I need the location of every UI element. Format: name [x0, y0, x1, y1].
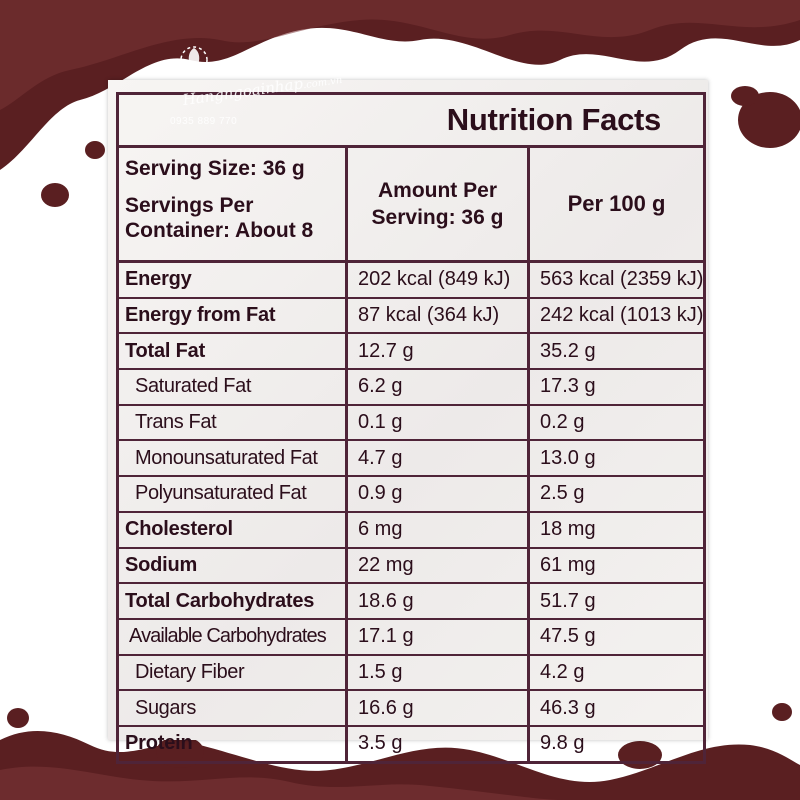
amount-per-serving: 4.7 g — [348, 441, 530, 476]
servings-per-container: Servings Per Container: About 8 — [125, 194, 314, 242]
amount-per-100g: 13.0 g — [540, 446, 596, 469]
amount-per-serving: 6.2 g — [348, 370, 530, 404]
table-row: Monounsaturated Fat 4.7 g 13.0 g — [119, 441, 703, 478]
top-right-chocolate-drop — [738, 92, 800, 148]
amount-per-100g: 0.2 g — [540, 411, 585, 434]
table-row: Energy 202 kcal (849 kJ) 563 kcal (2359 … — [119, 263, 703, 299]
top-right-chocolate-drop-small — [731, 86, 759, 106]
table-row: Energy from Fat 87 kcal (364 kJ) 242 kca… — [119, 298, 703, 335]
nutrient-name: Dietary Fiber — [119, 655, 348, 690]
nutrient-name: Monounsaturated Fat — [119, 441, 348, 476]
nutrient-name: Protein — [119, 726, 348, 761]
store-watermark: Hangngoainhap.com.vn 0935 889 770 — [168, 40, 343, 140]
amount-per-100g: 9.8 g — [540, 732, 585, 755]
nutrient-name: Saturated Fat — [119, 370, 348, 404]
nutrient-name: Cholesterol — [119, 512, 348, 547]
amount-per-serving: 16.6 g — [348, 691, 530, 725]
amount-per-100g: 17.3 g — [540, 375, 596, 398]
serving-info: Serving Size: 36 g Servings Per Containe… — [119, 148, 348, 260]
nutrient-name: Energy — [119, 263, 348, 297]
amount-per-100g: 46.3 g — [540, 696, 596, 719]
amount-per-100g: 47.5 g — [540, 625, 596, 648]
nutrient-name: Available Carbohydrates — [119, 619, 348, 654]
amount-per-serving: 6 mg — [348, 512, 530, 547]
table-row: Sugars 16.6 g 46.3 g — [119, 691, 703, 727]
amount-per-serving: 0.1 g — [348, 405, 530, 440]
nutrient-name: Trans Fat — [119, 405, 348, 440]
table-row: Cholesterol 6 mg 18 mg — [119, 512, 703, 549]
amount-per-serving: 202 kcal (849 kJ) — [348, 263, 530, 297]
nutrition-facts-title: Nutrition Facts — [119, 95, 703, 148]
table-row: Polyunsaturated Fat 0.9 g 2.5 g — [119, 477, 703, 513]
amount-per-serving: 3.5 g — [348, 726, 530, 761]
amount-per-100g: 35.2 g — [540, 339, 596, 362]
table-row: Total Carbohydrates 18.6 g 51.7 g — [119, 584, 703, 620]
amount-per-serving: 22 mg — [348, 548, 530, 583]
amount-per-100g: 4.2 g — [540, 660, 585, 683]
bottom-chocolate-highlight — [0, 766, 560, 800]
nutrient-name: Total Fat — [119, 334, 348, 369]
amount-per-serving: 1.5 g — [348, 655, 530, 690]
amount-per-100g: 563 kcal (2359 kJ) — [540, 268, 703, 291]
amount-per-serving: 87 kcal (364 kJ) — [348, 298, 530, 333]
table-header-row: Serving Size: 36 g Servings Per Containe… — [119, 148, 703, 263]
nutrient-name: Sodium — [119, 548, 348, 583]
table-row: Protein 3.5 g 9.8 g — [119, 726, 703, 761]
column-header-per-serving: Amount Per Serving: 36 g — [348, 148, 530, 260]
column-header-per-100g: Per 100 g — [567, 191, 666, 216]
table-row: Sodium 22 mg 61 mg — [119, 548, 703, 585]
table-row: Saturated Fat 6.2 g 17.3 g — [119, 370, 703, 406]
nutrient-name: Energy from Fat — [119, 298, 348, 333]
left-chocolate-drop — [41, 183, 69, 207]
bottom-right-chocolate-drop — [772, 703, 792, 721]
nutrient-name: Polyunsaturated Fat — [119, 477, 348, 511]
amount-per-serving: 18.6 g — [348, 584, 530, 618]
top-chocolate-wave — [0, 0, 800, 170]
amount-per-100g: 2.5 g — [540, 482, 585, 505]
nutrition-facts-table: Nutrition Facts Serving Size: 36 g Servi… — [116, 92, 706, 764]
table-row: Available Carbohydrates 17.1 g 47.5 g — [119, 619, 703, 656]
amount-per-100g: 61 mg — [540, 553, 596, 576]
amount-per-serving: 17.1 g — [348, 619, 530, 654]
amount-per-100g: 18 mg — [540, 518, 596, 541]
nutrient-name: Sugars — [119, 691, 348, 725]
table-row: Trans Fat 0.1 g 0.2 g — [119, 405, 703, 442]
table-row: Dietary Fiber 1.5 g 4.2 g — [119, 655, 703, 692]
amount-per-100g: 242 kcal (1013 kJ) — [540, 304, 703, 327]
amount-per-serving: 0.9 g — [348, 477, 530, 511]
left-chocolate-drip — [0, 158, 108, 740]
top-chocolate-highlight — [0, 0, 800, 110]
amount-per-serving: 12.7 g — [348, 334, 530, 369]
bottom-left-drop-large — [156, 736, 204, 768]
table-row: Total Fat 12.7 g 35.2 g — [119, 334, 703, 371]
amount-per-100g: 51.7 g — [540, 589, 596, 612]
left-chocolate-drop-2 — [85, 141, 105, 159]
watermark-phone: 0935 889 770 — [170, 116, 238, 127]
serving-size: Serving Size: 36 g — [125, 157, 305, 180]
nutrition-label-photo — [108, 80, 708, 740]
bottom-left-chocolate-drop — [7, 708, 29, 728]
leaf-logo-icon — [180, 46, 208, 74]
nutrient-name: Total Carbohydrates — [119, 584, 348, 618]
